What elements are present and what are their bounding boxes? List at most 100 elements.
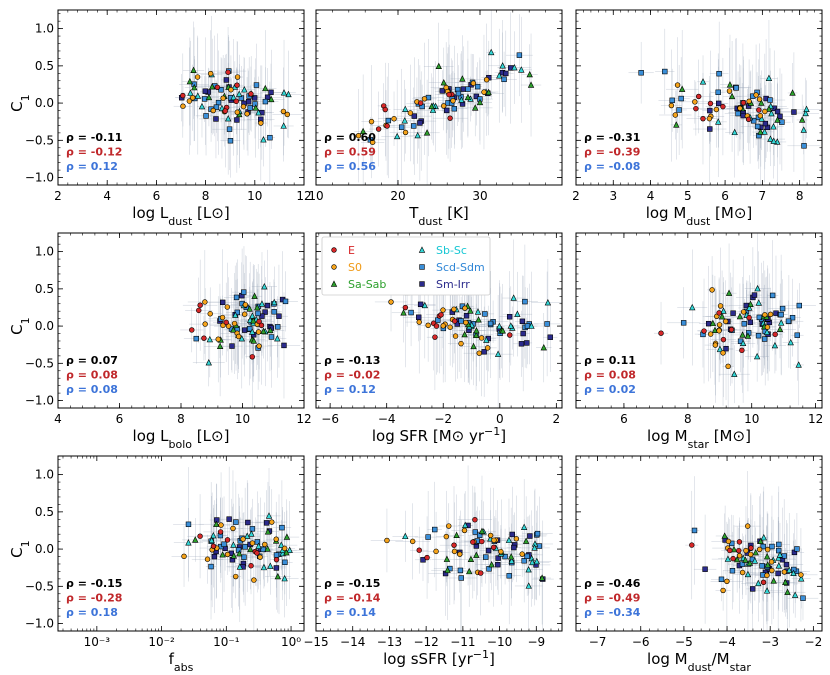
rho-label: ρ = 0.14 [324, 606, 376, 619]
point-Sa-Sab [250, 317, 257, 324]
point-Sb-Sc [260, 136, 267, 143]
point-Sb-Sc [699, 78, 707, 85]
point-E [490, 544, 497, 550]
point-Scd-Sdm [524, 553, 530, 560]
point-Scd-Sdm [218, 87, 224, 93]
point-E [223, 319, 229, 326]
point-Sa-Sab [444, 566, 451, 573]
point-S0 [368, 118, 375, 125]
axes-frame [315, 232, 563, 409]
point-Scd-Sdm [534, 530, 541, 537]
point-Sm-Irr [251, 95, 258, 101]
xtick-label: 8 [202, 189, 210, 203]
point-Sa-Sab [443, 555, 451, 562]
point-E [196, 307, 202, 314]
xtick-label: −2 [434, 412, 452, 426]
point-E [695, 93, 702, 100]
point-E [249, 354, 255, 360]
point-Sb-Sc [505, 536, 513, 543]
point-Scd-Sdm [242, 544, 248, 550]
point-S0 [284, 111, 291, 118]
point-Sb-Sc [529, 558, 536, 566]
point-Sm-Irr [519, 318, 526, 325]
point-Sb-Sc [244, 532, 251, 539]
xtick-label: 12 [296, 412, 311, 426]
point-Sm-Irr [495, 561, 501, 568]
point-E [225, 69, 231, 75]
rho-label: ρ = -0.11 [66, 131, 122, 144]
point-Sm-Irr [463, 313, 470, 319]
points-ldust [179, 66, 292, 144]
point-Scd-Sdm [271, 309, 277, 315]
point-Sm-Irr [751, 292, 758, 298]
point-E [736, 547, 742, 554]
point-E [210, 543, 217, 549]
xtick-label: −11 [450, 635, 475, 649]
xtick-label: 10⁻² [148, 635, 175, 649]
point-E [728, 326, 735, 333]
point-Scd-Sdm [241, 289, 247, 295]
point-Sm-Irr [762, 120, 769, 127]
ytick-label: 1.0 [35, 22, 54, 36]
point-Sb-Sc [720, 307, 727, 314]
point-Sb-Sc [249, 312, 256, 319]
points-mstar [658, 284, 803, 377]
xtick-label: −6 [321, 412, 339, 426]
axes-frame [575, 455, 823, 632]
point-S0 [228, 87, 234, 93]
point-S0 [210, 107, 216, 114]
point-E [507, 332, 513, 338]
point-Sb-Sc [800, 126, 807, 133]
point-Sb-Sc [778, 319, 785, 326]
point-Sb-Sc [265, 512, 273, 519]
point-Sa-Sab [711, 326, 719, 334]
point-Sb-Sc [786, 566, 793, 573]
point-S0 [762, 312, 768, 318]
point-Sm-Irr [417, 301, 424, 308]
point-E [432, 334, 438, 340]
point-S0 [181, 553, 187, 560]
point-Sm-Irr [524, 340, 530, 346]
point-Scd-Sdm [282, 298, 289, 305]
point-S0 [519, 551, 525, 557]
point-Sm-Irr [791, 109, 797, 115]
point-E [472, 517, 478, 523]
point-Scd-Sdm [255, 310, 261, 317]
point-S0 [369, 139, 376, 145]
point-S0 [231, 320, 238, 327]
point-Scd-Sdm [522, 298, 528, 305]
panel-mdust: 2 3 4 5 6 7 8 log Mdust [M⊙] ρ = -0.31 ρ = -0.39ρ… [572, 9, 823, 228]
point-S0 [484, 345, 491, 351]
point-S0 [215, 336, 221, 342]
point-S0 [768, 559, 775, 565]
point-Sb-Sc [260, 563, 268, 571]
xtick-label: 10 [744, 412, 759, 426]
rho-label: ρ = 0.59 [324, 146, 376, 159]
point-E [772, 331, 778, 338]
point-Sa-Sab [359, 127, 367, 135]
point-Sb-Sc [533, 557, 540, 565]
point-E [447, 115, 453, 121]
point-S0 [720, 350, 726, 356]
point-Sb-Sc [771, 341, 779, 349]
point-S0 [668, 102, 675, 109]
point-Sb-Sc [280, 122, 287, 129]
ylabel: C1 [8, 94, 32, 111]
point-E [746, 314, 752, 321]
point-Sb-Sc [791, 591, 799, 598]
points-sfr [388, 287, 553, 357]
point-Scd-Sdm [482, 311, 488, 317]
point-Sb-Sc [496, 72, 503, 79]
point-S0 [281, 545, 288, 552]
point-Scd-Sdm [268, 334, 275, 340]
point-Sa-Sab [475, 316, 482, 323]
point-E [658, 330, 664, 336]
point-Scd-Sdm [275, 324, 281, 330]
point-Sm-Irr [245, 519, 251, 526]
point-Scd-Sdm [254, 539, 261, 545]
point-Sm-Irr [411, 113, 417, 119]
point-Sb-Sc [739, 339, 747, 347]
point-Scd-Sdm [432, 526, 438, 533]
point-Scd-Sdm [279, 524, 285, 531]
point-Sb-Sc [763, 587, 771, 594]
